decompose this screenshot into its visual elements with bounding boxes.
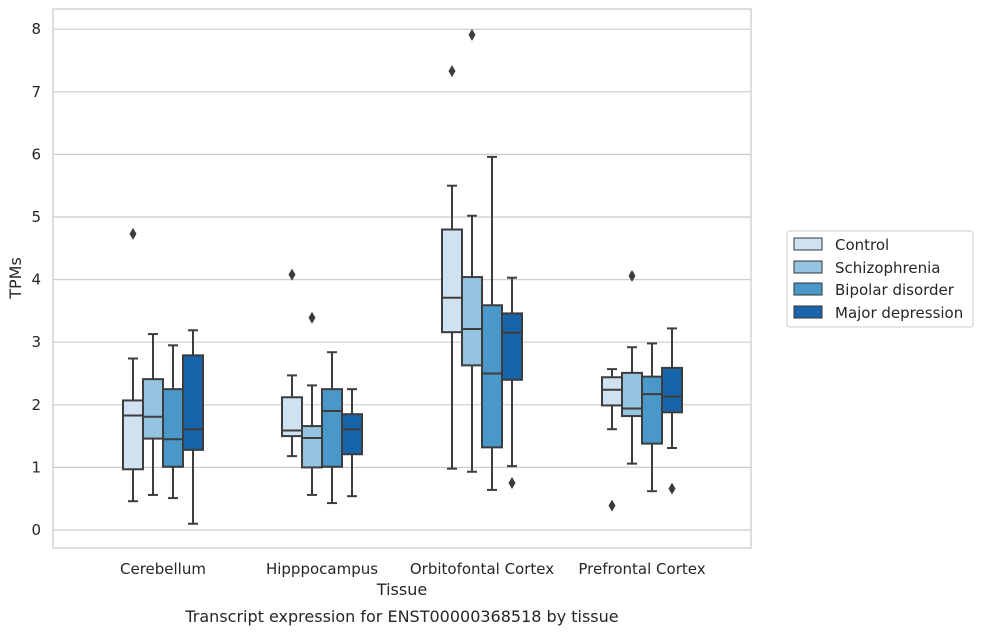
- plot-area-frame: [52, 8, 752, 549]
- y-axis-ticks: 0 1 2 3 4 5 6 7 8: [31, 20, 41, 539]
- box-iqr: [321, 388, 343, 468]
- legend-swatch-control: [793, 237, 823, 251]
- box-iqr: [641, 375, 663, 445]
- box-iqr: [182, 354, 204, 451]
- box-iqr: [301, 425, 323, 469]
- box-3-3: [661, 327, 683, 495]
- box-iqr: [142, 378, 164, 440]
- box-series: [122, 28, 683, 525]
- box-iqr: [441, 228, 463, 334]
- box-iqr: [661, 366, 683, 414]
- x-axis-ticks: Cerebellum Hipppocampus Orbitofontal Corte…: [120, 560, 706, 578]
- y-tick-label-0: 0: [31, 521, 41, 539]
- legend-label-bipolar-disorder: Bipolar disorder: [835, 281, 955, 299]
- x-axis-label: Tissue: [376, 580, 427, 599]
- x-tick-label-2: Orbitofontal Cortex: [410, 560, 554, 578]
- box-iqr: [122, 399, 144, 471]
- chart-caption: Transcript expression for ENST0000036851…: [184, 607, 618, 626]
- box-1-2: [321, 351, 343, 505]
- box-2-2: [481, 155, 503, 491]
- outlier-point-0: [468, 28, 476, 41]
- legend-swatch-bipolar-disorder: [793, 282, 823, 296]
- box-iqr: [601, 376, 623, 407]
- y-tick-label-7: 7: [31, 83, 41, 101]
- legend-label-major-depression: Major depression: [835, 304, 963, 322]
- box-2-3: [501, 276, 523, 490]
- box-iqr: [501, 312, 523, 381]
- box-iqr: [481, 304, 503, 449]
- legend-swatch-major-depression: [793, 305, 823, 319]
- x-tick-label-1: Hipppocampus: [266, 560, 378, 578]
- outlier-point-0: [668, 482, 676, 495]
- legend-label-schizophrenia: Schizophrenia: [835, 259, 940, 277]
- legend-label-control: Control: [835, 236, 889, 254]
- y-tick-label-5: 5: [31, 208, 41, 226]
- box-3-0: [601, 368, 623, 512]
- y-tick-label-1: 1: [31, 458, 41, 476]
- box-3-2: [641, 342, 663, 493]
- outlier-point-0: [608, 499, 616, 512]
- legend: Control Schizophrenia Bipolar disorder M…: [786, 230, 974, 328]
- x-tick-label-0: Cerebellum: [120, 560, 206, 578]
- box-iqr: [281, 396, 303, 438]
- y-tick-label-8: 8: [31, 20, 41, 38]
- box-iqr: [162, 388, 184, 468]
- box-1-3: [341, 388, 363, 498]
- y-tick-label-2: 2: [31, 396, 41, 414]
- y-tick-label-6: 6: [31, 145, 41, 163]
- y-axis-label: TPMs: [6, 257, 25, 300]
- box-iqr: [341, 413, 363, 456]
- outlier-point-0: [288, 268, 296, 281]
- legend-swatch-schizophrenia: [793, 260, 823, 274]
- outlier-point-0: [129, 227, 137, 240]
- y-tick-label-3: 3: [31, 333, 41, 351]
- outlier-point-0: [628, 269, 636, 282]
- y-tick-label-4: 4: [31, 271, 41, 289]
- outlier-point-0: [308, 311, 316, 324]
- box-0-2: [162, 344, 184, 500]
- outlier-point-0: [448, 65, 456, 78]
- box-0-3: [182, 329, 204, 525]
- box-2-0: [441, 65, 463, 470]
- box-1-0: [281, 268, 303, 458]
- box-iqr: [621, 371, 643, 418]
- box-iqr: [461, 276, 483, 367]
- legend-frame: [786, 230, 974, 328]
- x-tick-label-3: Prefrontal Cortex: [578, 560, 705, 578]
- outlier-point-0: [508, 477, 516, 490]
